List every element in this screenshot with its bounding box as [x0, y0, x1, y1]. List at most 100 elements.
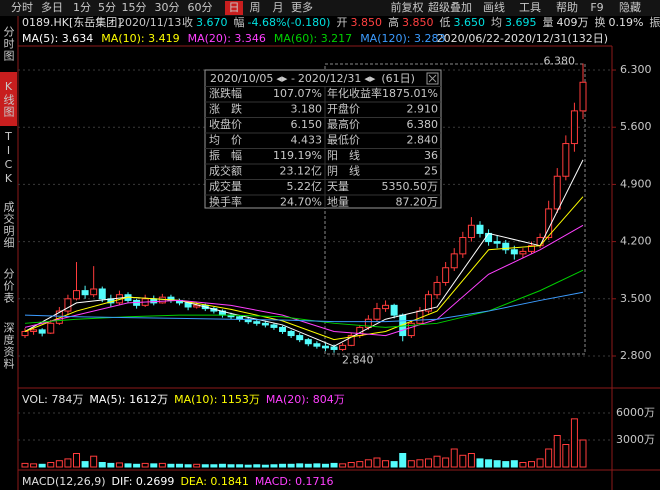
volume-bar — [81, 461, 89, 468]
ma-legend-item: MA(20): 3.346 — [188, 32, 266, 45]
volume-bar — [459, 454, 467, 468]
quote-value: 409万 — [556, 16, 588, 29]
popup-value: 3.180 — [291, 103, 323, 116]
quote-label: 换 — [594, 15, 605, 29]
popup-value: 1875.01% — [382, 87, 438, 100]
vol-legend-item: MA(10): 1153万 — [174, 393, 260, 406]
volume-bar — [407, 460, 415, 468]
macd-legend: MACD(12,26,9) DIF: 0.2699 DEA: 0.1841 MACD:… — [22, 475, 334, 488]
sidebar-tab[interactable]: TICK — [2, 130, 15, 186]
volume-bar — [261, 464, 269, 468]
volume-bar — [201, 464, 209, 468]
candle-body — [304, 339, 312, 345]
candle-body — [527, 245, 535, 252]
volume-bar — [382, 460, 390, 468]
toolbar-tool[interactable]: 前复权 — [391, 0, 424, 14]
toolbar-tool[interactable]: F9 — [590, 1, 603, 14]
candle-body — [90, 288, 98, 296]
toolbar-tab[interactable]: 多日 — [41, 0, 63, 14]
popup-label: 开盘价 — [327, 102, 360, 116]
toolbar-tool[interactable]: 画线 — [483, 0, 505, 14]
popup-label: 成交额 — [209, 164, 242, 178]
macd-item: DIF: 0.2699 — [112, 475, 175, 488]
volume-bar — [64, 458, 72, 468]
candle-body — [476, 224, 484, 234]
quote-label: 振 — [649, 15, 660, 29]
sidebar-tab[interactable]: 分时图 — [2, 26, 15, 62]
volume-bar — [433, 455, 441, 468]
candle-body — [321, 345, 329, 349]
volume-bar — [55, 460, 63, 468]
volume-bar — [124, 463, 132, 468]
toolbar-tab[interactable]: 30分 — [155, 1, 180, 14]
toolbar-tab[interactable]: 日 — [229, 1, 240, 14]
popup-value: 6.380 — [407, 118, 439, 131]
candle-body — [364, 318, 372, 328]
popup-value: 2.910 — [407, 103, 439, 116]
volume-bar — [73, 453, 81, 468]
candle-body — [450, 253, 458, 269]
symbol: 0189.HK[东岳集团] — [22, 15, 122, 29]
quote-value: 0.19% — [608, 16, 643, 29]
volume-bar — [227, 464, 235, 468]
candle-body — [279, 326, 287, 332]
popup-label: 年化收益率 — [327, 86, 382, 100]
quote-label: 开 — [336, 16, 347, 29]
vol-tick-label: 6000万 — [616, 406, 655, 419]
volume-bar — [424, 458, 432, 468]
popup-value: 87.20万 — [396, 196, 439, 209]
ma-line — [24, 291, 584, 323]
popup-label: 最低价 — [327, 134, 360, 147]
toolbar-tool[interactable]: 帮助 — [556, 0, 578, 14]
candle-body — [373, 308, 381, 320]
toolbar-tab[interactable]: 更多 — [291, 0, 313, 14]
volume-bar — [519, 462, 527, 468]
toolbar-tool[interactable]: 超级叠加 — [428, 0, 472, 14]
ma-line — [24, 196, 584, 341]
candle-body — [407, 322, 415, 337]
toolbar-tool[interactable]: 工具 — [519, 1, 541, 14]
volume-bar — [287, 463, 295, 468]
candle-body — [64, 298, 72, 312]
candle-body — [30, 329, 38, 332]
candle-body — [261, 322, 269, 326]
popup-value: 24.70% — [280, 196, 322, 209]
candle-body — [47, 322, 55, 334]
ma-line — [24, 159, 584, 347]
volume-bar — [502, 461, 510, 468]
toolbar-tab[interactable]: 60分 — [188, 1, 213, 14]
volume-bar — [304, 463, 312, 468]
candle-body — [442, 267, 450, 283]
y-tick-label: 2.800 — [620, 349, 652, 362]
sidebar-tab[interactable]: K线图 — [0, 72, 17, 126]
popup-value: 25 — [424, 165, 438, 178]
candle-body — [579, 81, 587, 112]
candle-body — [313, 343, 321, 347]
popup-value: 36 — [424, 149, 438, 162]
volume-bar — [21, 462, 29, 468]
quote-value: 3.695 — [505, 16, 537, 29]
toolbar-tab[interactable]: 15分 — [122, 1, 147, 14]
volume-bar — [193, 463, 201, 468]
toolbar-tab[interactable]: 分时 — [11, 1, 33, 14]
sidebar-tab[interactable]: 深度资料 — [2, 322, 15, 370]
toolbar-tool[interactable]: 隐藏 — [619, 1, 641, 14]
toolbar-tab[interactable]: 1分 — [73, 1, 91, 14]
popup-label: 地量 — [327, 196, 349, 209]
toolbar-tab[interactable]: 月 — [273, 1, 284, 14]
macd-item: DEA: 0.1841 — [180, 475, 248, 488]
toolbar-tab[interactable]: 周 — [250, 1, 261, 14]
candle-body — [467, 224, 475, 239]
popup-close[interactable] — [426, 72, 439, 85]
range-label: 2020/06/22-2020/12/31(132日) — [437, 32, 608, 45]
candle-body — [21, 330, 29, 337]
toolbar-tab[interactable]: 5分 — [98, 1, 116, 14]
volume-bar — [279, 463, 287, 468]
sidebar-tab[interactable]: 分价表 — [2, 268, 15, 304]
low-annotation: 2.840 — [342, 354, 374, 367]
popup-value: 5350.50万 — [382, 180, 439, 193]
volume-bar — [356, 461, 364, 468]
sidebar-tab[interactable]: 成交明细 — [2, 201, 15, 249]
popup-label: 均 价 — [209, 134, 242, 147]
